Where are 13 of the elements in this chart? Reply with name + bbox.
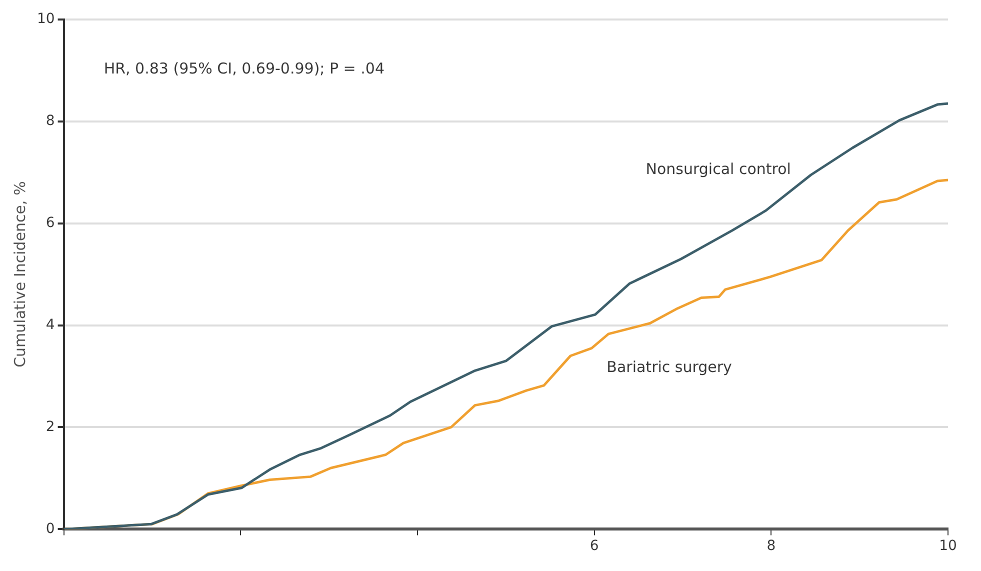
y-tick-label: 6 <box>46 214 55 231</box>
y-tick-label: 4 <box>46 316 55 333</box>
y-tick-label: 0 <box>46 520 55 537</box>
annotation: HR, 0.83 (95% CI, 0.69-0.99); P = .04 <box>104 59 384 78</box>
x-tick-label: 6 <box>590 538 599 554</box>
x-tick-label: 8 <box>766 538 776 554</box>
series-label: Bariatric surgery <box>606 358 732 376</box>
y-tick-label: 2 <box>46 418 55 435</box>
series-label: Nonsurgical control <box>646 160 791 178</box>
y-axis-title: Cumulative Incidence, % <box>10 181 29 368</box>
x-tick-label: 10 <box>939 538 957 554</box>
y-tick-label: 8 <box>46 113 55 129</box>
y-tick-label: 10 <box>36 11 55 28</box>
